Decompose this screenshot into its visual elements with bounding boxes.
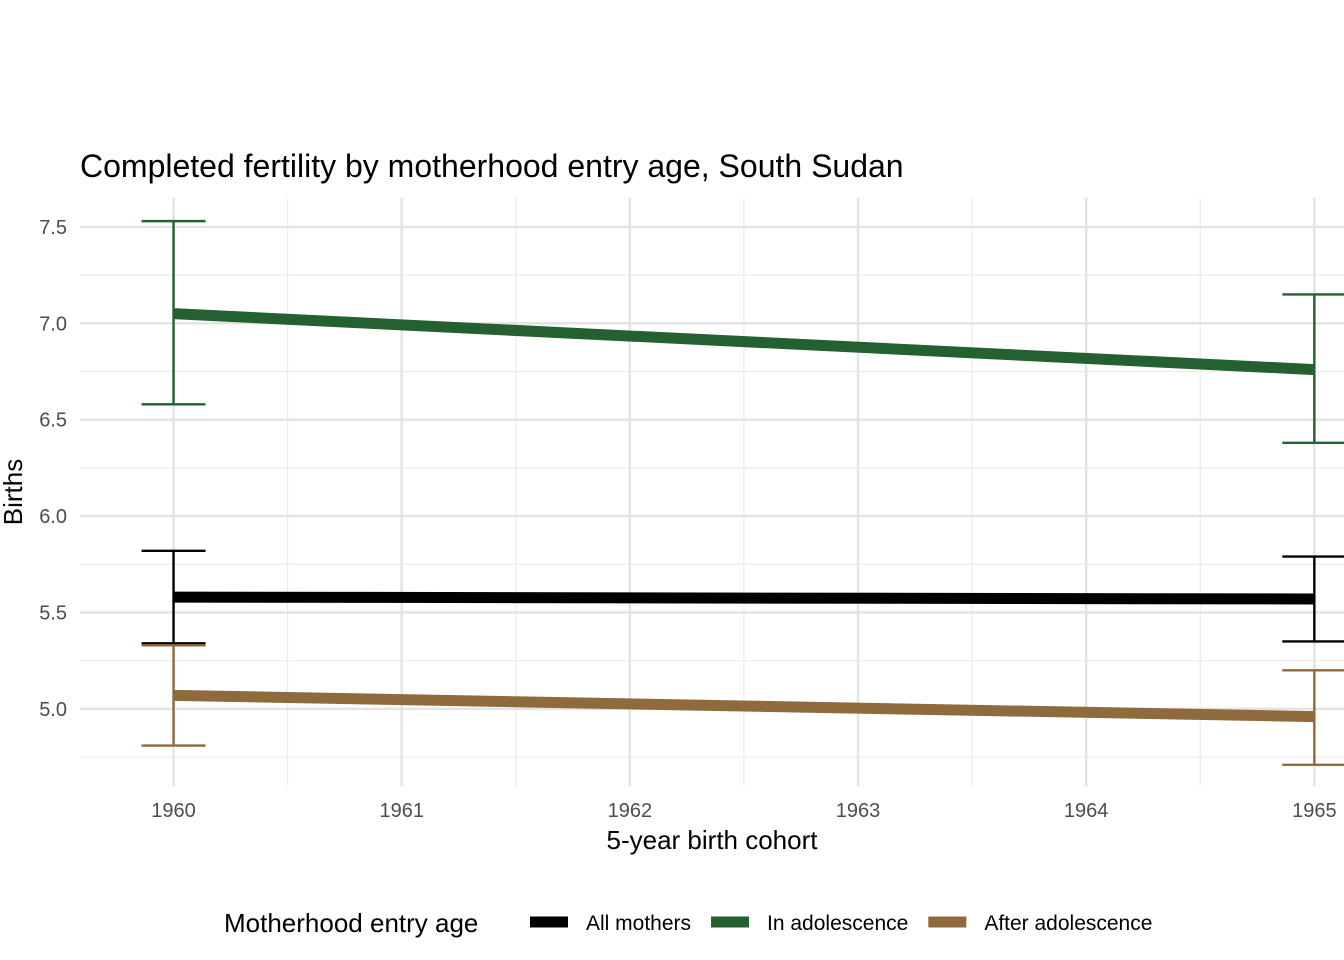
y-tick-label: 7.5 — [39, 217, 67, 239]
legend-item: All mothers — [530, 912, 691, 935]
legend-item: After adolescence — [928, 912, 1152, 935]
y-tick-label: 6.0 — [39, 506, 67, 528]
y-tick-label: 6.5 — [39, 410, 67, 432]
x-tick-label: 1965 — [1292, 800, 1337, 822]
legend: Motherhood entry age All mothers In adole… — [224, 908, 1152, 938]
y-axis: 5.0 5.5 6.0 6.5 7.0 7.5 — [39, 217, 67, 721]
x-tick-label: 1964 — [1064, 800, 1109, 822]
x-tick-label: 1960 — [151, 800, 196, 822]
x-axis-title: 5-year birth cohort — [607, 825, 819, 855]
series-group — [141, 219, 1344, 766]
y-tick-label: 5.0 — [39, 699, 67, 721]
series-in-adolescence — [141, 219, 1344, 445]
y-axis-title: Births — [0, 459, 28, 525]
legend-label: All mothers — [586, 912, 691, 935]
x-tick-label: 1961 — [379, 800, 424, 822]
x-tick-label: 1963 — [836, 800, 881, 822]
x-tick-label: 1962 — [608, 800, 653, 822]
series-after-adolescence — [141, 644, 1344, 766]
series-line — [173, 591, 1315, 605]
legend-label: After adolescence — [984, 912, 1152, 935]
chart-title: Completed fertility by motherhood entry … — [80, 148, 904, 184]
series-line — [173, 308, 1315, 376]
legend-label: In adolescence — [767, 912, 908, 935]
y-tick-label: 7.0 — [39, 313, 67, 335]
y-tick-label: 5.5 — [39, 602, 67, 624]
x-axis: 1960 1961 1962 1963 1964 1965 — [151, 800, 1336, 822]
series-line — [173, 689, 1315, 723]
legend-item: In adolescence — [711, 912, 908, 935]
series-all-mothers — [141, 549, 1344, 645]
legend-title: Motherhood entry age — [224, 908, 478, 938]
